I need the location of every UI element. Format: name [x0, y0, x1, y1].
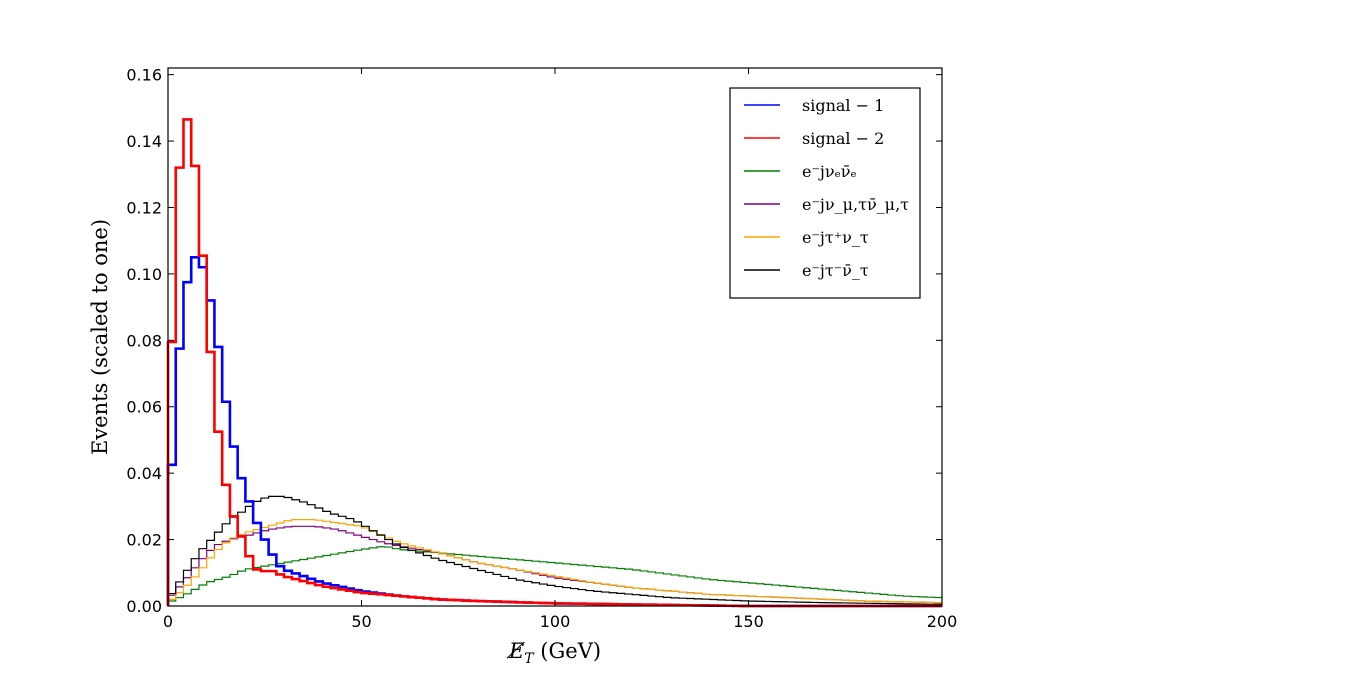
- y-tick-label: 0.02: [126, 531, 162, 550]
- y-tick-label: 0.00: [126, 597, 162, 616]
- series-line-1: [166, 256, 942, 608]
- x-axis: 0 50 100 150 200: [163, 68, 957, 631]
- x-axis-label-subscript: T: [524, 651, 535, 667]
- legend-label-2: signal − 2: [802, 129, 884, 148]
- x-axis-label-unit: (GeV): [534, 639, 601, 663]
- x-tick-label: 150: [733, 612, 764, 631]
- x-tick-label: 100: [540, 612, 571, 631]
- x-axis-label-symbol: E̸: [506, 639, 525, 663]
- y-tick-label: 0.14: [126, 132, 162, 151]
- legend-label-6: e⁻jτ⁻ν̄_τ: [802, 261, 869, 280]
- series-line-5: [167, 519, 942, 606]
- y-tick-label: 0.06: [126, 398, 162, 417]
- legend: signal − 1 signal − 2 e⁻jνₑν̄ₑ e⁻jν_μ,τν̄_μ…: [729, 87, 921, 299]
- y-tick-label: 0.08: [126, 331, 162, 350]
- legend-label-4: e⁻jν_μ,τν̄_μ,τ: [802, 195, 909, 214]
- y-tick-label: 0.12: [126, 198, 162, 217]
- x-tick-label: 200: [927, 612, 958, 631]
- y-tick-label: 0.04: [126, 464, 162, 483]
- legend-label-1: signal − 1: [802, 96, 884, 115]
- x-tick-label: 50: [351, 612, 371, 631]
- series-line-6: [167, 495, 942, 606]
- series-line-3: [167, 546, 942, 606]
- y-tick-label: 0.10: [126, 265, 162, 284]
- legend-entries: signal − 1 signal − 2 e⁻jνₑν̄ₑ e⁻jν_μ,τν̄_μ…: [744, 96, 909, 280]
- legend-label-5: e⁻jτ⁺ν_τ: [802, 228, 869, 247]
- x-tick-label: 0: [163, 612, 173, 631]
- y-axis-label: Events (scaled to one): [88, 219, 112, 455]
- y-axis: 0.00 0.02 0.04 0.06 0.08 0.10 0.12 0.14 0.16: [126, 66, 942, 616]
- legend-box: [729, 87, 921, 299]
- y-tick-label: 0.16: [126, 66, 162, 85]
- x-axis-label: E̸T (GeV): [506, 639, 601, 667]
- legend-label-3: e⁻jνₑν̄ₑ: [802, 162, 857, 181]
